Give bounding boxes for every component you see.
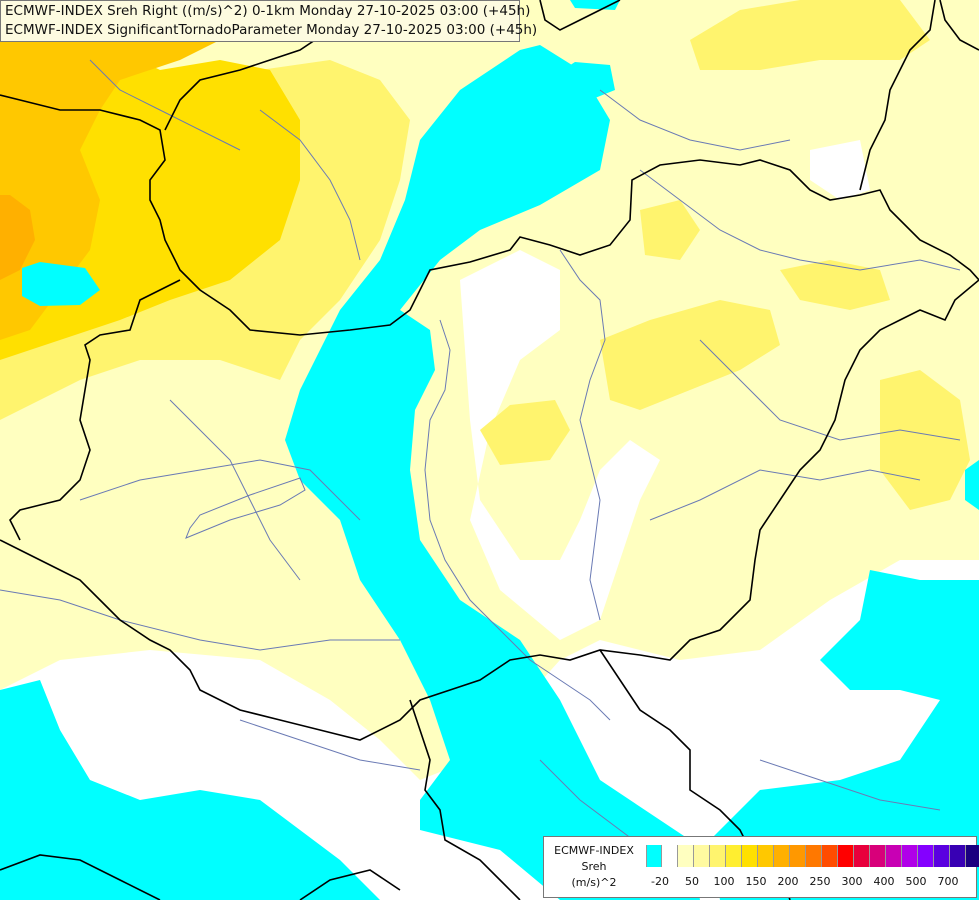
field-yellow-zone (640, 200, 700, 260)
river (239, 719, 421, 771)
legend-swatch (854, 845, 870, 867)
river (599, 89, 791, 151)
river (639, 169, 961, 271)
legend-source: ECMWF-INDEX (554, 844, 634, 857)
field-white-zone (810, 140, 870, 200)
legend-label-block: ECMWF-INDEX Sreh (m/s)^2 (544, 843, 644, 891)
border-line (939, 0, 979, 51)
legend-swatch (838, 845, 854, 867)
river (259, 109, 361, 261)
river (699, 339, 961, 441)
legend-swatch (886, 845, 902, 867)
legend-swatch (806, 845, 822, 867)
border-line (539, 0, 621, 31)
legend-ticks: -20 50 100 150 200 250 300 400 500 700 (642, 875, 972, 891)
legend-swatch (694, 845, 710, 867)
field-yellow-zone (480, 400, 570, 465)
border-line (859, 0, 936, 191)
field-orange-zone (0, 0, 240, 340)
field-cyan-zone (965, 460, 979, 510)
legend-tick-label: 50 (685, 875, 699, 888)
border-line (299, 869, 401, 900)
legend-swatch (950, 845, 966, 867)
field-yellow-zone (690, 0, 930, 70)
legend-swatch (678, 845, 694, 867)
legend-tick-label: 500 (905, 875, 927, 888)
field-cyan-zone (570, 0, 620, 10)
map-title-box: ECMWF-INDEX Sreh Right ((m/s)^2) 0-1km M… (0, 0, 538, 42)
legend-swatch (774, 845, 790, 867)
river (169, 399, 301, 581)
legend-swatch (934, 845, 950, 867)
legend-swatch (790, 845, 806, 867)
legend-tick-label: 700 (937, 875, 959, 888)
legend-swatch (966, 845, 979, 867)
river (89, 59, 241, 151)
field-yellow-zone (780, 260, 890, 310)
legend-tick-label: 300 (841, 875, 863, 888)
river (424, 319, 611, 721)
legend-swatch (710, 845, 726, 867)
border-line (9, 279, 181, 541)
legend-swatch (918, 845, 934, 867)
river (649, 469, 921, 521)
map-title-line-2: ECMWF-INDEX SignificantTornadoParameter … (5, 22, 538, 38)
color-legend: ECMWF-INDEX Sreh (m/s)^2 -20 50 100 150 200 2… (543, 836, 979, 898)
legend-tick-label: 150 (745, 875, 767, 888)
legend-swatch (902, 845, 918, 867)
field-orange-zone (0, 195, 35, 280)
legend-swatches (646, 845, 979, 867)
legend-tick-label: 250 (809, 875, 831, 888)
legend-swatch (646, 845, 662, 867)
border-line (0, 854, 161, 900)
field-yellow-zone (600, 300, 780, 410)
river (185, 477, 306, 539)
field-cyan-zone (710, 570, 979, 900)
legend-tick-label: 100 (713, 875, 735, 888)
legend-swatch (758, 845, 774, 867)
field-cyan-zone (0, 680, 380, 900)
legend-unit: (m/s)^2 (571, 876, 617, 889)
river (559, 249, 606, 621)
field-yellow-zone (880, 370, 970, 510)
map-title-line-1: ECMWF-INDEX Sreh Right ((m/s)^2) 0-1km M… (5, 3, 531, 19)
river (0, 589, 400, 651)
border-line (409, 699, 521, 900)
legend-swatch (662, 845, 678, 867)
legend-tick-label: 400 (873, 875, 895, 888)
field-cyan-zone (285, 45, 700, 900)
field-cyan-zone (22, 262, 100, 306)
legend-swatch (822, 845, 838, 867)
legend-swatch (742, 845, 758, 867)
legend-swatch (726, 845, 742, 867)
border-line (0, 279, 979, 741)
river (759, 759, 941, 811)
field-white-zone (460, 250, 660, 640)
border-line (0, 94, 979, 336)
legend-swatch (870, 845, 886, 867)
legend-tick-label: 200 (777, 875, 799, 888)
legend-param: Sreh (581, 860, 607, 873)
river (79, 459, 361, 521)
legend-tick-label: -20 (651, 875, 669, 888)
